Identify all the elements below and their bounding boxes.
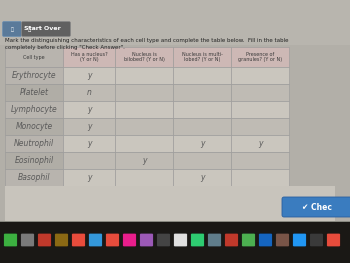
Text: Presence of
granules? (Y or N): Presence of granules? (Y or N)	[238, 52, 282, 62]
Bar	[231, 152, 289, 169]
Bar	[231, 67, 289, 84]
FancyBboxPatch shape	[225, 233, 238, 247]
FancyBboxPatch shape	[157, 233, 170, 247]
Bar	[0, 0, 350, 45]
Text: y: y	[200, 139, 204, 148]
Bar	[63, 101, 115, 118]
Text: Neutrophil: Neutrophil	[14, 139, 54, 148]
Bar	[115, 169, 173, 186]
FancyBboxPatch shape	[38, 233, 51, 247]
Bar	[5, 84, 63, 101]
FancyBboxPatch shape	[72, 233, 85, 247]
Text: Monocyte: Monocyte	[15, 122, 52, 131]
Bar	[173, 118, 231, 135]
FancyBboxPatch shape	[276, 233, 289, 247]
Text: Nucleus is multi-
lobed? (Y or N): Nucleus is multi- lobed? (Y or N)	[182, 52, 223, 62]
FancyBboxPatch shape	[191, 233, 204, 247]
Bar	[231, 118, 289, 135]
FancyBboxPatch shape	[293, 233, 306, 247]
Bar	[0, 221, 350, 222]
Bar	[231, 84, 289, 101]
Text: ✔ Chec: ✔ Chec	[302, 203, 332, 211]
Text: y: y	[87, 139, 91, 148]
Bar	[0, 0, 350, 221]
Bar	[63, 152, 115, 169]
Text: Has a nucleus?
(Y or N): Has a nucleus? (Y or N)	[71, 52, 107, 62]
Bar	[63, 84, 115, 101]
Bar	[63, 135, 115, 152]
Bar	[5, 169, 63, 186]
Bar	[5, 47, 63, 67]
Text: Mark the distinguishing characteristics of each cell type and complete the table: Mark the distinguishing characteristics …	[5, 38, 288, 50]
FancyBboxPatch shape	[174, 233, 187, 247]
Bar	[173, 101, 231, 118]
Bar	[5, 186, 335, 221]
FancyBboxPatch shape	[282, 197, 350, 217]
FancyBboxPatch shape	[242, 233, 255, 247]
FancyBboxPatch shape	[310, 233, 323, 247]
Bar	[115, 118, 173, 135]
Text: Eosinophil: Eosinophil	[14, 156, 54, 165]
FancyBboxPatch shape	[2, 22, 21, 37]
FancyBboxPatch shape	[21, 22, 70, 37]
Text: Cell type: Cell type	[23, 54, 45, 59]
Text: Lymphocyte: Lymphocyte	[10, 105, 57, 114]
Bar	[115, 67, 173, 84]
FancyBboxPatch shape	[89, 233, 102, 247]
Text: y: y	[142, 156, 146, 165]
Bar	[0, 221, 350, 263]
Bar	[173, 67, 231, 84]
Bar	[173, 169, 231, 186]
Text: Platelet: Platelet	[20, 88, 49, 97]
Bar	[115, 101, 173, 118]
Bar	[5, 152, 63, 169]
Bar	[173, 84, 231, 101]
Text: Nucleus is
bilobed? (Y or N): Nucleus is bilobed? (Y or N)	[124, 52, 164, 62]
Bar	[173, 152, 231, 169]
Bar	[63, 67, 115, 84]
FancyBboxPatch shape	[4, 233, 17, 247]
Text: ⬜: ⬜	[10, 27, 13, 32]
Text: y: y	[87, 71, 91, 80]
Bar	[231, 169, 289, 186]
Text: y: y	[87, 105, 91, 114]
Bar	[5, 135, 63, 152]
Bar	[231, 135, 289, 152]
FancyBboxPatch shape	[21, 233, 34, 247]
Bar	[5, 101, 63, 118]
Bar	[5, 67, 63, 84]
FancyBboxPatch shape	[327, 233, 340, 247]
Text: Basophil: Basophil	[18, 173, 50, 182]
Text: y: y	[200, 173, 204, 182]
FancyBboxPatch shape	[123, 233, 136, 247]
Text: y: y	[87, 122, 91, 131]
Bar	[115, 47, 173, 67]
Text: 🗑: 🗑	[27, 26, 31, 32]
Bar	[63, 118, 115, 135]
Bar	[115, 152, 173, 169]
Bar	[63, 47, 115, 67]
Bar	[5, 118, 63, 135]
Bar	[115, 135, 173, 152]
Text: y: y	[258, 139, 262, 148]
Text: n: n	[86, 88, 91, 97]
FancyBboxPatch shape	[208, 233, 221, 247]
Text: y: y	[87, 173, 91, 182]
Bar	[63, 169, 115, 186]
Text: Erythrocyte: Erythrocyte	[12, 71, 56, 80]
FancyBboxPatch shape	[140, 233, 153, 247]
Bar	[231, 47, 289, 67]
FancyBboxPatch shape	[259, 233, 272, 247]
Text: Start Over: Start Over	[24, 27, 60, 32]
FancyBboxPatch shape	[106, 233, 119, 247]
FancyBboxPatch shape	[55, 233, 68, 247]
Bar	[231, 101, 289, 118]
Bar	[173, 135, 231, 152]
Bar	[115, 84, 173, 101]
Bar	[173, 47, 231, 67]
